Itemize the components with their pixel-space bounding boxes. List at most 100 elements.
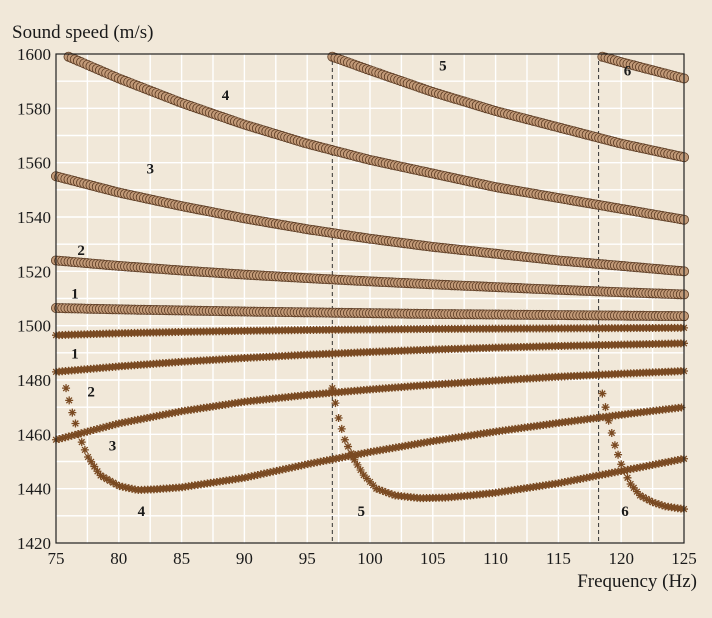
x-tick-label: 90 bbox=[236, 549, 253, 568]
data-point bbox=[378, 486, 387, 495]
x-tick-label: 105 bbox=[420, 549, 446, 568]
curve-label: 6 bbox=[624, 64, 632, 80]
data-point bbox=[269, 467, 278, 476]
curve-label: 2 bbox=[77, 243, 85, 259]
data-point bbox=[350, 455, 359, 464]
data-point bbox=[259, 469, 268, 478]
data-point bbox=[372, 484, 381, 493]
data-point bbox=[381, 488, 390, 497]
data-point bbox=[102, 475, 111, 484]
series-phase-1 bbox=[51, 303, 690, 322]
data-point bbox=[328, 384, 337, 393]
data-point bbox=[92, 425, 101, 434]
data-point bbox=[369, 481, 378, 490]
curve-label: 5 bbox=[439, 58, 447, 74]
data-point bbox=[65, 396, 74, 405]
data-point bbox=[108, 421, 117, 430]
data-point bbox=[334, 414, 343, 423]
data-point bbox=[99, 473, 108, 482]
x-tick-label: 100 bbox=[357, 549, 383, 568]
series-phase-2 bbox=[51, 255, 690, 300]
curve-label: 3 bbox=[109, 439, 117, 455]
data-point bbox=[124, 484, 133, 493]
data-point bbox=[601, 403, 610, 412]
x-tick-label: 115 bbox=[546, 549, 571, 568]
data-point bbox=[340, 435, 349, 444]
curve-label: 1 bbox=[71, 346, 79, 362]
data-point bbox=[90, 462, 99, 471]
data-point bbox=[362, 474, 371, 483]
data-point bbox=[250, 471, 259, 480]
data-point bbox=[115, 482, 124, 491]
data-point bbox=[356, 465, 365, 474]
data-point bbox=[266, 468, 275, 477]
data-point bbox=[654, 500, 663, 509]
y-tick-label: 1600 bbox=[17, 45, 51, 64]
y-axis-title: Sound speed (m/s) bbox=[12, 22, 153, 43]
data-point bbox=[359, 471, 368, 480]
data-point bbox=[118, 482, 127, 491]
data-point bbox=[62, 384, 71, 393]
x-tick-label: 80 bbox=[110, 549, 127, 568]
data-point bbox=[636, 491, 645, 500]
y-tick-label: 1440 bbox=[17, 480, 51, 499]
data-point bbox=[375, 485, 384, 494]
data-point bbox=[102, 422, 111, 431]
curve-label: 4 bbox=[138, 504, 146, 520]
data-point bbox=[55, 434, 64, 443]
data-point bbox=[297, 461, 306, 470]
data-point bbox=[347, 449, 356, 458]
y-tick-label: 1500 bbox=[17, 317, 51, 336]
data-point bbox=[353, 460, 362, 469]
data-point bbox=[604, 416, 613, 425]
data-point bbox=[58, 434, 67, 443]
x-tick-label: 95 bbox=[299, 549, 316, 568]
data-point bbox=[610, 441, 619, 450]
data-point bbox=[278, 465, 287, 474]
series-phase-5 bbox=[327, 51, 690, 163]
data-point bbox=[658, 501, 667, 510]
data-point bbox=[253, 470, 262, 479]
y-tick-label: 1460 bbox=[17, 425, 51, 444]
curve-label: 3 bbox=[146, 162, 154, 178]
curve-label: 5 bbox=[357, 504, 365, 520]
data-point bbox=[294, 462, 303, 471]
data-point bbox=[109, 478, 118, 487]
plot-border bbox=[55, 53, 685, 544]
y-tick-label: 1540 bbox=[17, 208, 51, 227]
data-point bbox=[87, 457, 96, 466]
y-tick-label: 1580 bbox=[17, 99, 51, 118]
data-point bbox=[105, 421, 114, 430]
data-point bbox=[106, 476, 115, 485]
data-point bbox=[645, 496, 654, 505]
data-point bbox=[607, 428, 616, 437]
data-point bbox=[95, 424, 104, 433]
curve-labels: 1 2 3 4 5 6 1 2 3 4 5 6 bbox=[71, 58, 632, 520]
data-point bbox=[281, 464, 290, 473]
series-group-3 bbox=[52, 367, 688, 444]
data-point bbox=[291, 462, 300, 471]
data-point bbox=[598, 389, 607, 398]
data-point bbox=[300, 460, 309, 469]
series-phase-3 bbox=[51, 171, 690, 277]
plot-frame bbox=[55, 53, 685, 544]
data-point bbox=[344, 442, 353, 451]
data-point bbox=[77, 438, 86, 447]
data-point bbox=[275, 466, 284, 475]
data-point bbox=[127, 484, 136, 493]
data-point bbox=[642, 494, 651, 503]
data-point bbox=[86, 426, 95, 435]
data-point bbox=[99, 423, 108, 432]
curve-label: 1 bbox=[71, 287, 79, 303]
curve-label: 6 bbox=[621, 504, 629, 520]
data-point bbox=[623, 473, 632, 482]
data-point bbox=[61, 433, 70, 442]
y-tick-label: 1480 bbox=[17, 371, 51, 390]
data-point bbox=[614, 450, 623, 459]
data-point bbox=[93, 467, 102, 476]
data-point bbox=[629, 483, 638, 492]
series-layer bbox=[51, 51, 690, 514]
x-tick-label: 85 bbox=[173, 549, 190, 568]
data-point bbox=[617, 460, 626, 469]
